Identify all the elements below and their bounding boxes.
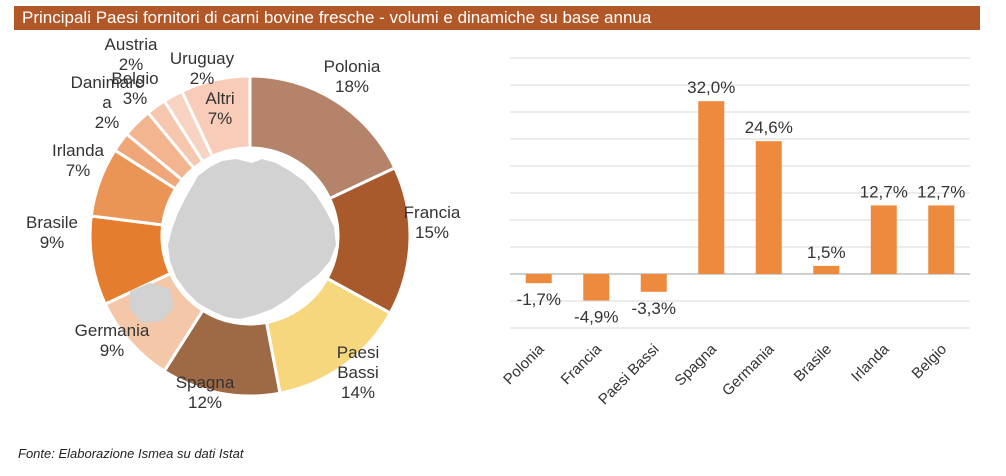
bar-value-label: 12,7%: [917, 182, 965, 201]
pie-pct-label: 9%: [40, 233, 65, 252]
bar-category-label: Germania: [719, 340, 778, 399]
bar-category-label: Polonia: [500, 340, 548, 388]
bar-value-label: -1,7%: [517, 290, 561, 309]
bar-brasile: [813, 265, 840, 274]
chart-title: Principali Paesi fornitori di carni bovi…: [14, 6, 980, 30]
bar-belgio: [928, 205, 955, 274]
bar-category-label: Paesi Bassi: [595, 341, 662, 408]
pie-pct-label: 2%: [95, 113, 120, 132]
pie-slice-altri: [179, 74, 252, 159]
source-note: Fonte: Elaborazione Ismea su dati Istat: [18, 446, 244, 461]
bar-marks: [525, 101, 955, 301]
bar-value-label: -3,3%: [632, 299, 676, 318]
pie-pct-label: 2%: [190, 69, 215, 88]
pie-name-label: Uruguay: [170, 49, 235, 68]
bar-category-label: Belgio: [909, 341, 951, 383]
donut-labels: Polonia18%Francia15%PaesiBassi14%Spagna1…: [26, 36, 461, 412]
pie-name-label: Germania: [75, 321, 150, 340]
pie-pct-label: 9%: [100, 341, 125, 360]
pie-name-label: Brasile: [26, 213, 78, 232]
bar-category-label: Francia: [558, 340, 606, 388]
bar-value-label: 12,7%: [860, 182, 908, 201]
donut-chart: Polonia18%Francia15%PaesiBassi14%Spagna1…: [26, 36, 461, 412]
bar-polonia: [525, 274, 552, 284]
bar-value-label: 1,5%: [807, 243, 846, 262]
bar-irlanda: [870, 205, 897, 274]
bar-category-label: Spagna: [671, 340, 720, 389]
bar-paesi-bassi: [640, 274, 667, 292]
pie-name-label: Belgio: [111, 69, 158, 88]
bar-value-label: 32,0%: [687, 78, 735, 97]
pie-name-label: Francia: [404, 203, 461, 222]
donut-slices: [88, 74, 412, 398]
pie-name-label: Polonia: [324, 57, 381, 76]
bar-chart: -1,7%-4,9% -3,3%32,0%24,6%1,5%12,7% 12,7% …: [500, 57, 970, 408]
pie-name-label: Danimarc: [71, 73, 144, 92]
europe-map-peninsula: [130, 283, 174, 323]
pie-pct-label: 14%: [341, 383, 375, 402]
pie-pct-label: 12%: [188, 393, 222, 412]
bar-value-labels: -1,7% -4,9% -3,3% 32,0% 24,6% 1,5% 12,7% 12,7%: [517, 78, 966, 326]
pie-name-label: Irlanda: [52, 141, 105, 160]
pie-name-label: Altri: [205, 89, 234, 108]
pie-pct-label: 7%: [66, 161, 91, 180]
pie-name-label: Paesi: [337, 343, 380, 362]
bar-francia: [583, 274, 610, 301]
pie-name-label: Austria: [105, 36, 158, 54]
pie-pct-label: 3%: [123, 89, 148, 108]
bar-category-label: Irlanda: [848, 340, 893, 385]
pie-pct-label: 15%: [415, 223, 449, 242]
bar-spagna: [698, 101, 725, 274]
bar-germania: [755, 141, 782, 274]
bar-category-label: Brasile: [791, 341, 835, 385]
europe-map-shape: [168, 159, 336, 319]
pie-pct-label: 7%: [208, 109, 233, 128]
pie-pct-label: 2%: [119, 55, 144, 74]
pie-pct-label: 18%: [335, 77, 369, 96]
pie-name-label: Spagna: [176, 373, 235, 392]
pie-name-label: a: [102, 93, 112, 112]
pie-name-label: Bassi: [337, 363, 379, 382]
bar-value-label: 24,6%: [745, 118, 793, 137]
map-hole: [130, 148, 338, 324]
bar-value-label: -4,9%: [574, 307, 618, 326]
